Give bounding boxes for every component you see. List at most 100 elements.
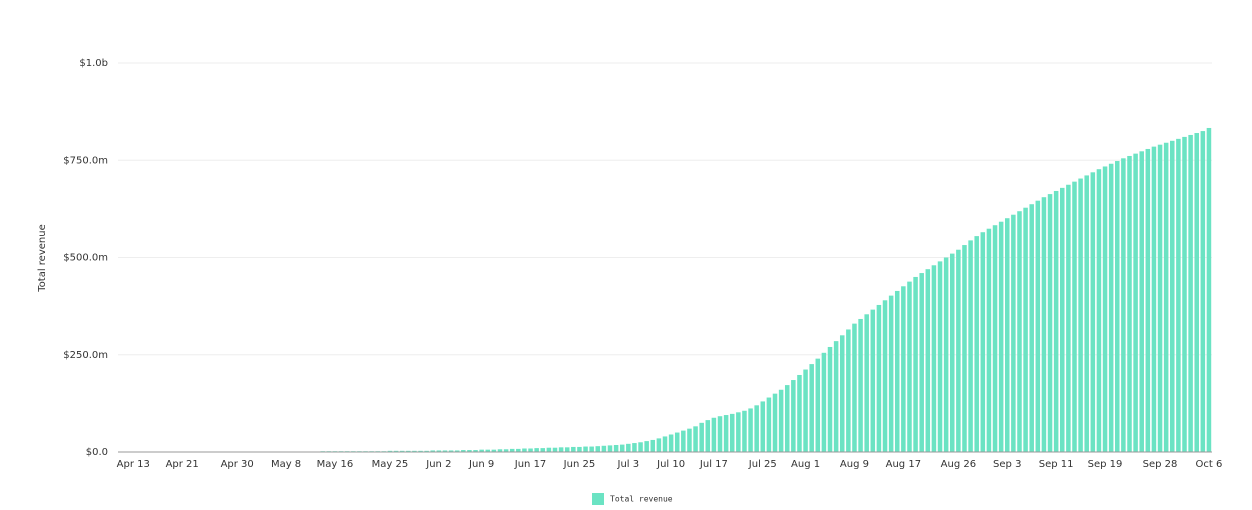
bar (925, 269, 931, 452)
bar (485, 449, 491, 452)
bar (1121, 158, 1126, 452)
bar (717, 416, 723, 452)
bar (809, 364, 814, 452)
bar (797, 374, 802, 452)
bar (901, 286, 906, 452)
bar (681, 430, 686, 452)
bar (1127, 155, 1132, 452)
bar (662, 436, 668, 452)
bar (882, 300, 888, 452)
bar (1145, 148, 1151, 452)
bar (589, 446, 594, 452)
legend-swatch (592, 493, 604, 505)
x-tick-label: Jul 17 (699, 459, 728, 470)
bar (1084, 175, 1089, 452)
bar (571, 446, 576, 452)
bar (552, 447, 558, 452)
bar (980, 232, 986, 452)
bar (968, 240, 973, 452)
bar (442, 450, 448, 452)
bar (1060, 187, 1065, 452)
bar (632, 443, 637, 452)
bar (931, 265, 937, 452)
bar (1115, 161, 1120, 452)
bar (1066, 184, 1071, 452)
x-tick-label: Jul 10 (656, 459, 685, 470)
bar (729, 413, 735, 452)
bar (1041, 197, 1047, 452)
bar (1176, 138, 1181, 453)
bar (1096, 169, 1102, 452)
bar (949, 253, 955, 452)
bar (864, 314, 869, 452)
x-tick-label: Jun 9 (468, 459, 494, 470)
bar (1194, 133, 1199, 452)
bar (784, 385, 790, 452)
bar (516, 448, 521, 452)
bar (564, 447, 570, 452)
bar (1011, 214, 1016, 452)
bar (540, 448, 546, 452)
bar (852, 323, 857, 452)
bar (894, 290, 900, 452)
x-tick-label: Apr 30 (221, 459, 254, 470)
bar (736, 412, 741, 452)
x-tick-label: Sep 28 (1143, 459, 1178, 470)
bar (1053, 190, 1059, 452)
bar (943, 257, 949, 452)
bar (699, 422, 704, 452)
bar (503, 449, 509, 452)
bar (876, 304, 882, 452)
bar (656, 438, 662, 452)
x-tick-label: May 25 (372, 459, 409, 470)
bar (522, 448, 527, 452)
bar (1023, 207, 1028, 452)
bar (791, 380, 796, 452)
y-tick-label: $0.0 (86, 447, 108, 458)
bar (1072, 181, 1077, 452)
bar (815, 358, 821, 452)
x-tick-label: Sep 11 (1039, 459, 1074, 470)
bar (644, 441, 649, 452)
x-tick-label: Jun 25 (563, 459, 596, 470)
x-tick-label: May 8 (271, 459, 301, 470)
x-tick-label: Sep 19 (1088, 459, 1123, 470)
bar (803, 369, 808, 452)
x-tick-label: May 16 (317, 459, 354, 470)
bar (534, 448, 539, 452)
bar (619, 444, 625, 452)
y-axis-label: Total revenue (37, 224, 48, 292)
bar (1004, 218, 1010, 452)
bar (558, 447, 564, 452)
bar (461, 450, 466, 452)
x-tick-label: Aug 9 (840, 459, 869, 470)
y-tick-label: $750.0m (63, 155, 108, 166)
bar (674, 432, 680, 452)
bar (760, 401, 766, 452)
x-tick-label: Apr 21 (166, 459, 199, 470)
x-tick-label: Apr 13 (117, 459, 150, 470)
bar (778, 389, 784, 452)
bar (913, 276, 918, 452)
bar (577, 446, 582, 452)
bar (546, 447, 552, 452)
bar (1157, 144, 1163, 452)
bar (509, 448, 515, 452)
bar (473, 450, 478, 452)
bar (1078, 178, 1083, 452)
bar (846, 329, 851, 452)
bar (687, 428, 692, 452)
bar (1170, 140, 1175, 453)
bar (986, 228, 992, 452)
bar (705, 420, 711, 452)
bar (601, 445, 607, 452)
bar (772, 393, 778, 452)
bar (497, 449, 503, 452)
bar (1102, 166, 1108, 452)
bar (491, 449, 497, 452)
bar (693, 426, 698, 452)
bar (870, 309, 876, 452)
bar (1017, 211, 1022, 452)
bar (1108, 163, 1114, 452)
